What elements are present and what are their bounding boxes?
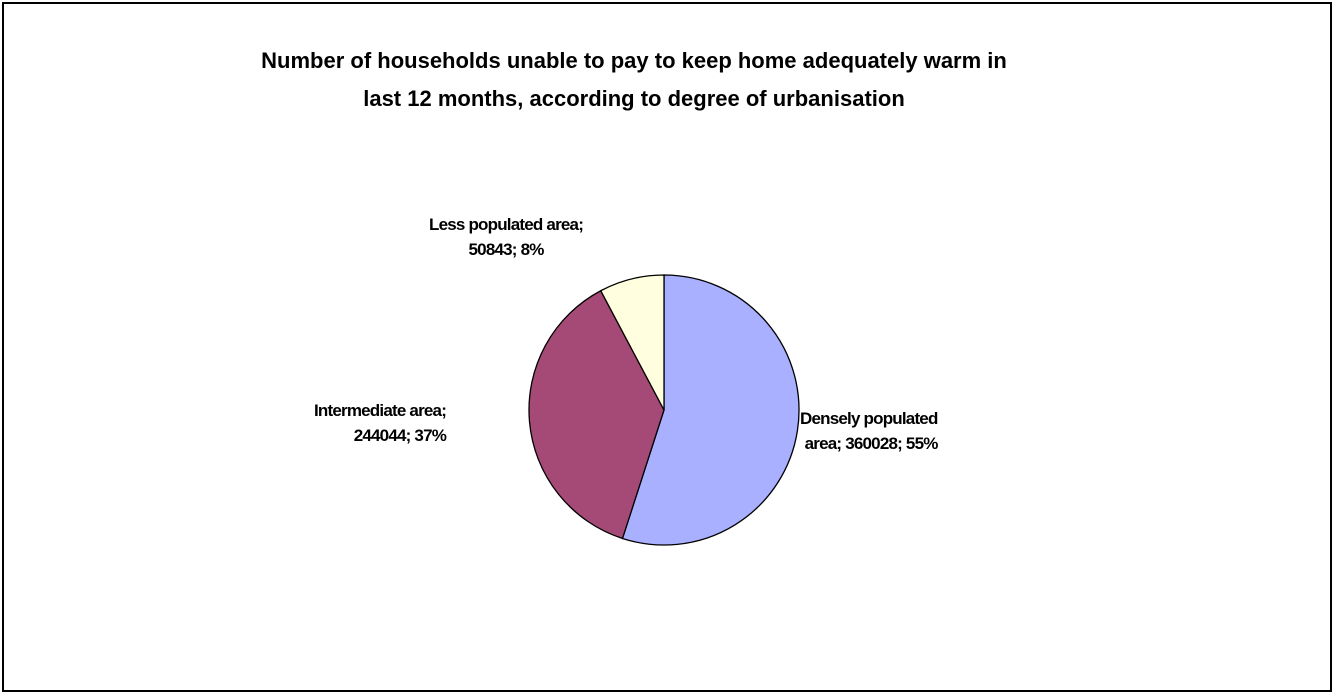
chart-title-line-2: last 12 months, according to degree of u…: [363, 86, 905, 111]
data-label-less-populated: Less populated area; 50843; 8%: [429, 212, 584, 262]
chart-title-line-1: Number of households unable to pay to ke…: [261, 48, 1007, 73]
data-label-less-line-1: Less populated area;: [429, 215, 584, 234]
pie-slices: [528, 274, 800, 546]
chart-title: Number of households unable to pay to ke…: [4, 42, 1264, 118]
pie-slice-densely-populated: [621, 274, 800, 546]
data-label-intermediate: Intermediate area; 244044; 37%: [314, 398, 447, 448]
data-label-densely-line-1: Densely populated: [800, 409, 938, 428]
data-label-less-line-2: 50843; 8%: [468, 240, 545, 259]
data-label-densely-line-2: area; 360028; 55%: [804, 434, 939, 453]
data-label-intermediate-line-2: 244044; 37%: [353, 426, 447, 445]
pie-slice-less-populated: [599, 274, 665, 411]
data-label-densely-populated: Densely populated area; 360028; 55%: [800, 406, 938, 456]
pie-slice-intermediate: [528, 289, 665, 540]
data-label-intermediate-line-1: Intermediate area;: [314, 401, 447, 420]
